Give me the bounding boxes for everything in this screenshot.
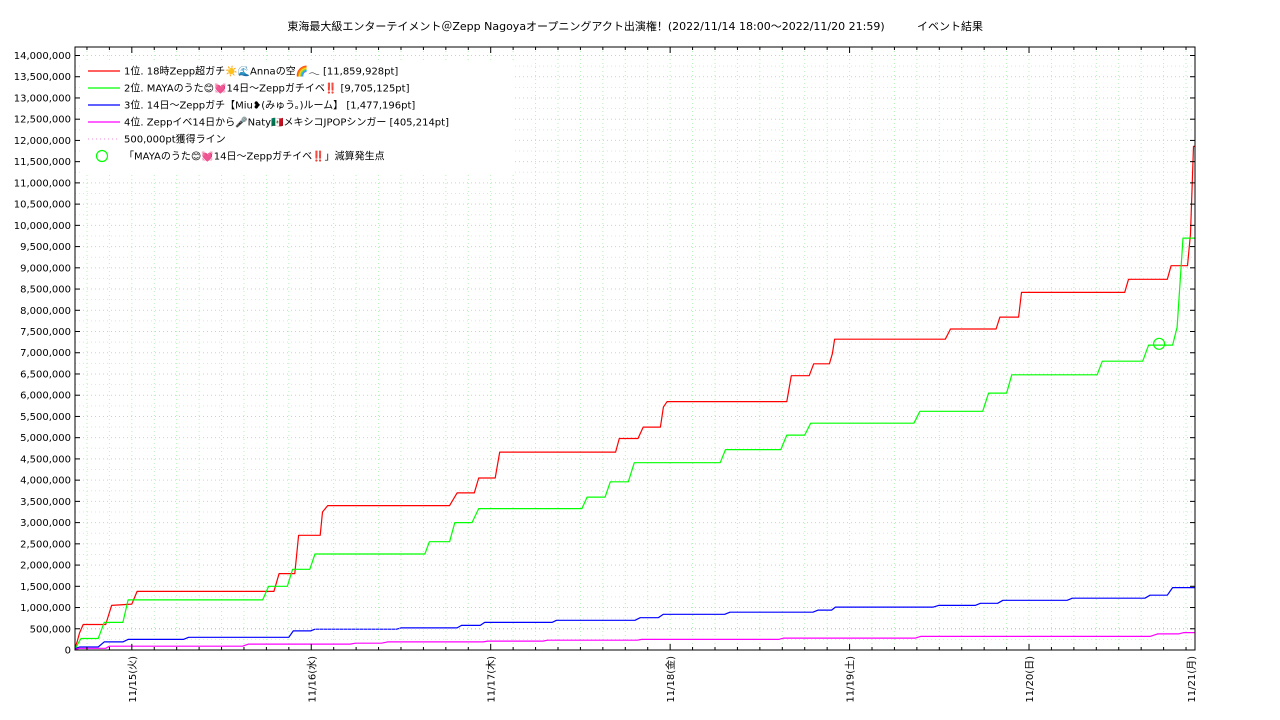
marker-points (1153, 337, 1166, 350)
x-tick-label: 11/18(金) (664, 656, 677, 703)
series-line (74, 632, 1195, 651)
x-tick-label: 11/15(火) (127, 656, 139, 703)
y-tick-label: 1,500,000 (20, 582, 71, 593)
y-tick-label: 12,500,000 (14, 115, 71, 126)
y-tick-label: 6,000,000 (20, 391, 71, 402)
y-tick-label: 7,500,000 (20, 327, 71, 338)
y-tick-label: 10,500,000 (14, 200, 71, 211)
series-lines (74, 145, 1195, 651)
y-tick-label: 8,000,000 (20, 306, 71, 317)
y-tick-label: 11,500,000 (14, 157, 71, 168)
y-tick-label: 5,000,000 (20, 433, 71, 444)
plot-frame (74, 46, 1196, 651)
legend-label: 1位. 18時Zepp超ガチ☀️🌊Annaの空🌈𓂃 [11,859,928pt] (124, 65, 398, 78)
series-line (74, 587, 1195, 650)
y-tick-label: 13,500,000 (14, 72, 71, 83)
y-tick-label: 7,000,000 (20, 348, 71, 359)
x-axis: 11/15(火) 11/16(水) 11/17(木) 11/18(金) 11/19(土)… (86, 47, 1198, 703)
y-axis: 0 500,000 1,000,000 1,500,000 2,000,000 2,500… (14, 51, 1195, 657)
y-tick-label: 11,000,000 (14, 178, 71, 189)
x-tick-label: 11/21(月) (1186, 656, 1198, 703)
chart-subtitle: イベント結果 (917, 19, 983, 33)
y-tick-label: 1,000,000 (20, 603, 71, 614)
y-tick-label: 2,500,000 (20, 539, 71, 550)
y-tick-label: 5,500,000 (20, 412, 71, 423)
y-tick-label: 4,500,000 (20, 454, 71, 465)
y-tick-label: 4,000,000 (20, 476, 71, 487)
x-tick-label: 11/17(木) (486, 656, 498, 703)
legend-label: 2位. MAYAのうた😊💓14日〜Zeppガチイベ‼️ [9,705,125pt… (124, 82, 410, 95)
legend-label: 「MAYAのうた😊💓14日〜Zeppガチイベ‼️」減算発生点 (124, 150, 385, 163)
y-tick-label: 13,000,000 (14, 93, 71, 104)
y-tick-label: 0 (65, 646, 71, 657)
x-tick-label: 11/19(土) (844, 656, 857, 703)
legend-label: 3位. 14日〜Zeppガチ【Miu❥(みゅう。)ルーム】 [1,477,196… (124, 99, 415, 112)
legend-label: 4位. Zeppイベ14日から🎤Naty🇲🇽メキシコJPOPシンガー [405,… (124, 116, 449, 129)
y-tick-label: 9,500,000 (20, 242, 71, 253)
y-tick-label: 14,000,000 (14, 51, 71, 62)
y-tick-label: 9,000,000 (20, 263, 71, 274)
legend-label: 500,000pt獲得ライン (124, 133, 226, 146)
legend: 1位. 18時Zepp超ガチ☀️🌊Annaの空🌈𓂃 [11,859,928pt]… (82, 60, 514, 175)
y-tick-label: 6,500,000 (20, 369, 71, 380)
x-tick-label: 11/20(日) (1025, 656, 1036, 703)
series-line (74, 237, 1195, 650)
y-tick-label: 2,000,000 (20, 561, 71, 572)
chart-title: 東海最大級エンターテイメント＠Zepp Nagoyaオープニングアクト出演権！(… (287, 19, 884, 33)
y-tick-label: 8,500,000 (20, 285, 71, 296)
y-tick-label: 3,500,000 (20, 497, 71, 508)
legend-marker (95, 149, 109, 163)
legend-box (82, 60, 514, 175)
marker-circle (1153, 337, 1166, 350)
x-tick-label: 11/16(水) (306, 656, 318, 703)
y-tick-label: 3,000,000 (20, 518, 71, 529)
series-line (74, 145, 1195, 649)
y-tick-label: 500,000 (30, 624, 71, 635)
y-tick-label: 12,000,000 (14, 136, 71, 147)
y-tick-label: 10,000,000 (14, 221, 71, 232)
